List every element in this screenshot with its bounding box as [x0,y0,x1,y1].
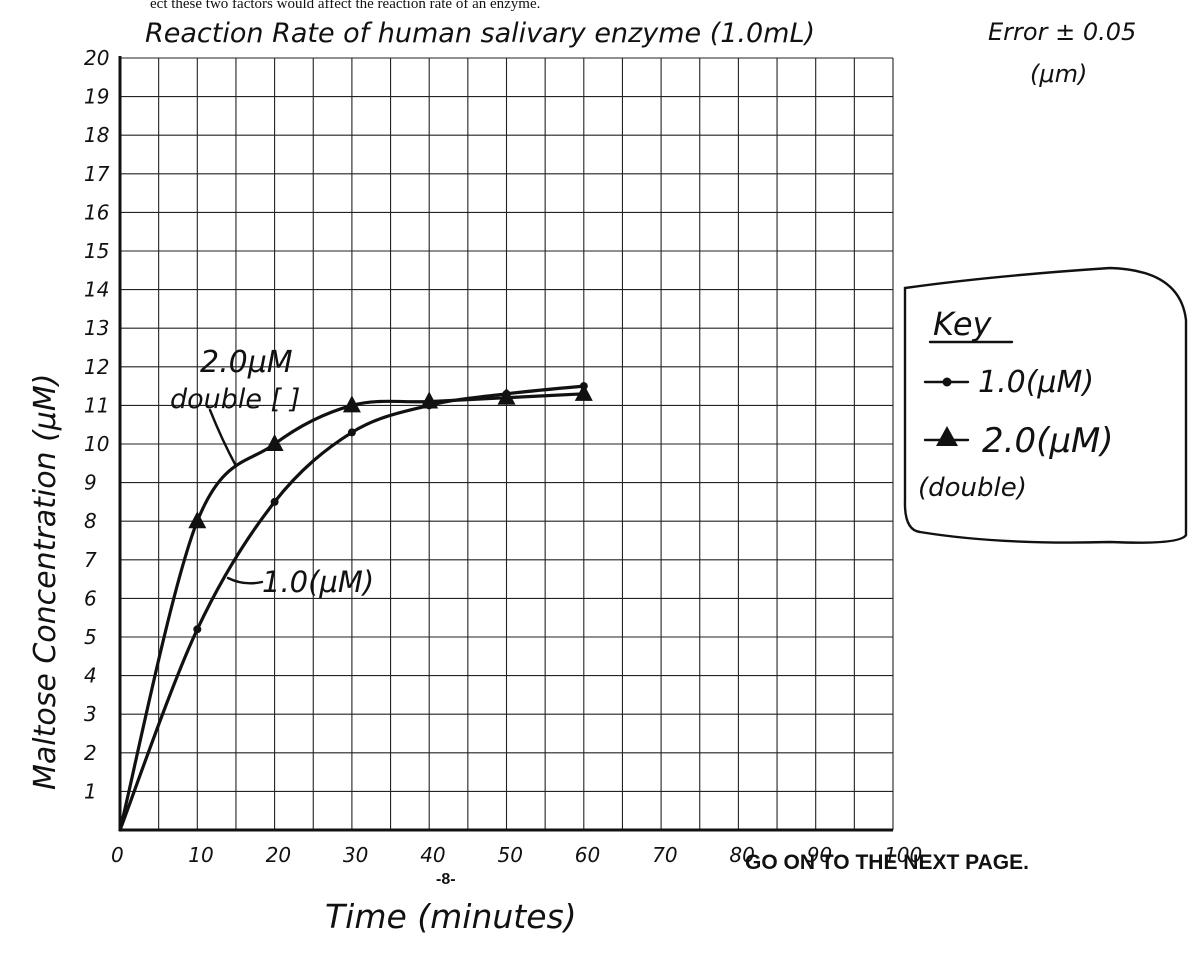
y-tick-label: 7 [84,548,97,572]
y-tick-label: 8 [84,509,97,533]
series-1-point-marker [270,497,279,506]
chart-series [118,382,593,832]
page-number: -8- [436,871,456,888]
chart-axes [118,56,893,832]
x-tick-label: 30 [343,843,368,867]
error-note: Error ± 0.05 [988,18,1136,46]
x-tick-labels: 0 10 20 30 40 50 60 70 80 90 100 [111,843,922,867]
series-2-point-marker [497,387,516,405]
series-2-point-marker [574,383,593,401]
key-item-2-label: 2.0(μM) [982,421,1114,461]
key-item-2-sublabel: (double) [918,473,1027,503]
y-tick-label: 9 [84,471,97,495]
x-tick-label: 60 [575,843,600,867]
x-tick-label: 70 [652,843,677,867]
series-1-curve-label: 1.0(μM) [262,565,374,599]
next-page-note: GO ON TO THE NEXT PAGE. [745,851,1029,874]
x-tick-label: 0 [111,843,124,867]
y-tick-label: 20 [84,46,109,70]
series-1-line [118,384,586,832]
key-item-1-dot-marker [942,377,952,387]
y-tick-label: 18 [84,123,109,147]
y-tick-label: 6 [84,586,97,610]
key-item-2-triangle-marker [936,426,958,446]
y-tick-label: 10 [84,432,109,456]
y-tick-label: 17 [84,162,110,186]
y-tick-label: 5 [84,625,97,649]
x-tick-label: 10 [188,843,213,867]
x-axis-label: Time (minutes) [325,897,577,936]
y-tick-label: 3 [84,702,97,726]
x-tick-label: 80 [729,843,754,867]
y-tick-label: 11 [84,393,109,417]
y-tick-label: 12 [84,355,109,379]
chart-grid [120,57,894,830]
y-tick-label: 4 [84,664,97,688]
series-1-point-marker [347,428,356,437]
x-tick-label: 20 [266,843,291,867]
y-tick-label: 2 [84,741,97,765]
y-tick-label: 15 [84,239,109,263]
series-1-label-pointer [226,576,264,585]
y-axis-label: Maltose Concentration (μM) [28,374,63,790]
key-title: Key [933,305,993,343]
x-tick-label: 50 [498,843,523,867]
key-item-1-label: 1.0(μM) [978,365,1094,400]
series-2-line [118,392,586,832]
y-tick-label: 19 [84,85,109,109]
x-tick-label: 90 [807,843,832,867]
error-unit: (μm) [1030,60,1087,88]
series-2-curve-label: 2.0μM [200,345,293,380]
y-tick-label: 14 [84,278,109,302]
series-2-point-marker [265,434,284,451]
series-2-curve-sublabel: double [ ] [170,384,300,415]
series-1-point-marker [193,625,202,634]
y-tick-label: 16 [84,200,109,224]
x-tick-label: 100 [884,843,922,867]
y-tick-label: 1 [84,779,97,803]
y-tick-label: 13 [84,316,109,340]
chart-title: Reaction Rate of human salivary enzyme (… [145,18,815,49]
x-tick-label: 40 [420,843,445,867]
header-fragment: ect these two factors would affect the r… [150,0,540,12]
series-2-label-pointer [208,408,238,468]
key-box [903,266,1188,544]
series-2-point-marker [420,391,439,409]
series-2-point-marker [342,395,361,413]
series-2-point-marker [188,511,207,529]
